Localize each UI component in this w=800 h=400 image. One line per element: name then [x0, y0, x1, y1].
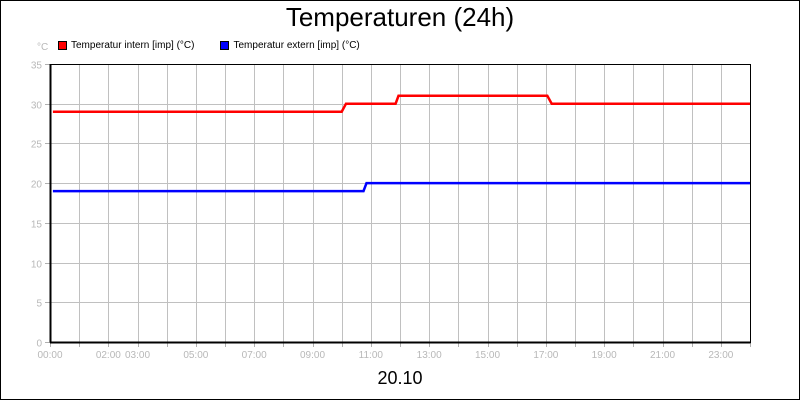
x-tick-label: 05:00	[183, 350, 208, 361]
x-tick-label: 07:00	[242, 350, 267, 361]
x-tick-label: 00:00	[37, 350, 62, 361]
y-axis-unit: °C	[37, 42, 49, 53]
x-tick-label: 03:00	[125, 350, 150, 361]
legend-swatch-red	[58, 41, 67, 50]
legend-item-intern: Temperatur intern [imp] (°C)	[58, 40, 194, 51]
x-axis-date-label: 20.10	[377, 368, 423, 388]
x-tick-label: 19:00	[592, 350, 617, 361]
y-tick-label: 0	[36, 339, 42, 350]
x-tick-label: 02:00	[96, 350, 121, 361]
series-line-extern	[52, 181, 750, 193]
y-tick-label: 20	[31, 180, 43, 191]
y-tick-label: 35	[31, 61, 43, 72]
x-tick-label: 15:00	[475, 350, 500, 361]
chart-title: Temperaturen (24h)	[285, 2, 515, 32]
legend-label: Temperatur intern [imp] (°C)	[71, 40, 195, 51]
y-tick-label: 30	[31, 101, 43, 112]
x-tick-label: 09:00	[300, 350, 325, 361]
x-tick-label: 13:00	[417, 350, 442, 361]
x-tick-label: 21:00	[650, 350, 675, 361]
legend-item-extern: Temperatur extern [imp] (°C)	[220, 40, 360, 51]
x-tick-label: 23:00	[708, 350, 733, 361]
x-tick-label: 11:00	[359, 350, 384, 361]
legend-swatch-blue	[220, 41, 230, 50]
y-tick-label: 25	[31, 140, 43, 151]
legend-label: Temperatur extern [imp] (°C)	[233, 40, 360, 51]
legend: Temperatur intern [imp] (°C) Temperatur …	[58, 40, 360, 51]
x-tick-label: 17:00	[533, 350, 558, 361]
series-line-intern	[52, 94, 750, 113]
y-tick-label: 15	[31, 220, 43, 231]
y-tick-label: 5	[36, 299, 42, 310]
y-tick-label: 10	[31, 260, 43, 271]
